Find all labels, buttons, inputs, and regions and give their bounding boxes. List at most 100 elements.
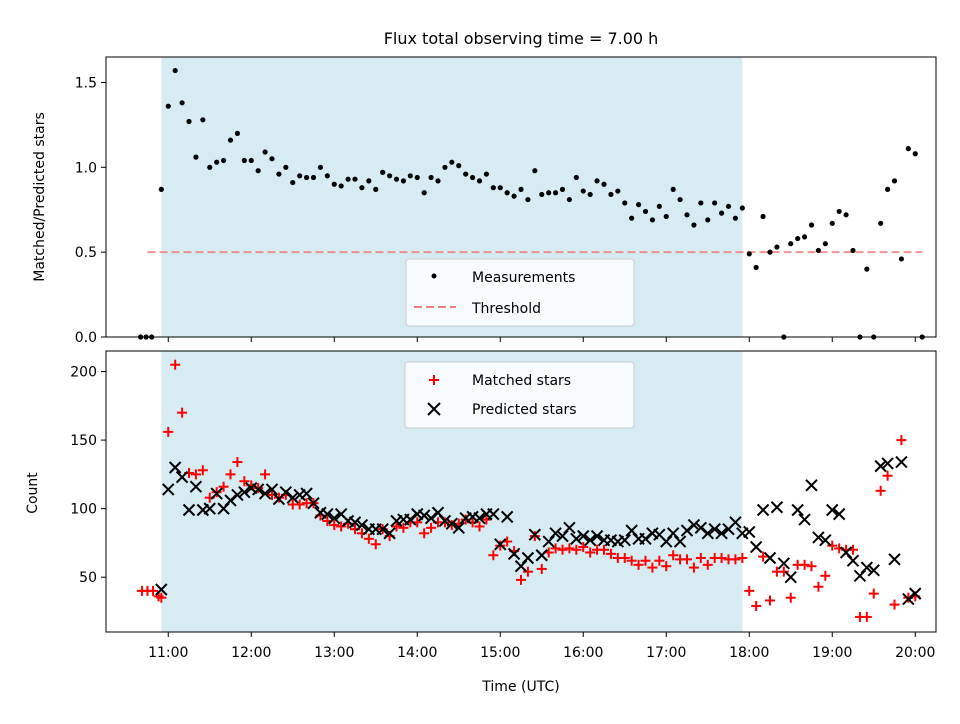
measurement-point (691, 222, 697, 228)
measurement-point (338, 183, 344, 189)
top-y-tick-label: 1.5 (75, 75, 97, 91)
measurement-point (718, 210, 725, 216)
predicted-star-point (438, 514, 452, 528)
predicted-star-point (570, 532, 583, 545)
top-title: Flux total observing time = 7.00 h (384, 29, 659, 48)
predicted-star-point (743, 525, 756, 539)
measurement-point (359, 185, 365, 191)
matched-star-point (633, 559, 644, 570)
measurement-point (712, 200, 718, 206)
predicted-star-point (832, 507, 846, 521)
top-panel: 0.0 0.5 1.0 1.5 Flux total observing time =… (32, 29, 937, 346)
bottom-legend-box (404, 361, 635, 429)
measurement-point (746, 251, 752, 257)
measurement-point (414, 174, 420, 181)
predicted-star-point (715, 527, 728, 540)
bottom-legend: Matched stars Predicted stars (404, 361, 635, 429)
x-tick-label: 12:00 (231, 645, 271, 661)
measurement-point (622, 200, 628, 206)
predicted-star-point (563, 521, 576, 535)
matched-star-point (744, 585, 755, 596)
legend-measurements-label: Measurements (472, 270, 575, 286)
measurement-point (566, 196, 573, 203)
matched-star-point (758, 551, 769, 562)
measurement-point (649, 217, 656, 223)
measurement-point (428, 174, 434, 181)
matched-star-point (702, 559, 713, 570)
predicted-star-point (452, 521, 465, 535)
predicted-star-point (749, 540, 763, 554)
measurement-point (587, 191, 593, 198)
measurement-point (788, 241, 794, 247)
measurement-point (601, 181, 607, 187)
measurement-point (421, 190, 427, 196)
predicted-star-point (224, 494, 237, 507)
measurement-point (469, 174, 476, 181)
predicted-star-point (355, 518, 369, 532)
predicted-star-point (701, 527, 714, 540)
measurement-point (822, 241, 828, 247)
matched-star-point (585, 547, 596, 558)
measurement-point (276, 171, 282, 177)
measurement-point (546, 190, 552, 196)
measurement-point (739, 205, 745, 211)
measurement-point (207, 164, 213, 170)
predicted-star-point (812, 531, 825, 544)
matched-star-point (765, 595, 775, 606)
matched-star-point (626, 555, 637, 566)
measurement-point (373, 186, 379, 192)
measurement-point (884, 186, 891, 192)
measurement-point (504, 190, 510, 196)
predicted-star-point (687, 518, 701, 532)
measurement-point (248, 157, 254, 164)
matched-star-point (730, 554, 741, 565)
matched-star-point (716, 552, 727, 563)
matched-star-point (391, 521, 402, 532)
predicted-star-point (680, 524, 694, 537)
bottom-axes-frame (105, 350, 937, 633)
measurement-point (898, 256, 905, 262)
predicted-star-point (805, 479, 818, 492)
predicted-star-point (909, 587, 922, 600)
measurement-point (483, 171, 490, 177)
matched-star-point (218, 481, 229, 492)
predicted-star-point (279, 485, 293, 499)
measurement-point (767, 249, 773, 255)
predicted-star-point (494, 538, 507, 551)
bottom-plot-marks (136, 359, 922, 622)
x-tick-label: 14:00 (397, 645, 437, 661)
predicted-star-point (763, 551, 777, 565)
matched-star-point (668, 550, 679, 561)
measurement-point (490, 185, 496, 191)
matched-star-point (363, 533, 374, 544)
measurement-point (303, 174, 310, 181)
matched-star-point (640, 555, 651, 566)
measurement-point (186, 118, 192, 125)
matched-star-point (170, 359, 181, 370)
matched-star-point (177, 407, 188, 418)
measurement-point (615, 188, 621, 194)
predicted-star-point (210, 487, 223, 500)
measurement-point (539, 191, 545, 198)
matched-star-point (516, 574, 526, 585)
predicted-star-point (826, 503, 839, 517)
predicted-star-point (487, 507, 500, 521)
top-legend-box (405, 258, 635, 327)
predicted-star-point (729, 516, 742, 529)
measurement-point (497, 185, 503, 191)
measurement-point (241, 157, 247, 164)
measurement-point (193, 154, 199, 160)
bottom-panel: 50 100 150 200 11:00 12:00 13:00 14:00 15:00 16:… (25, 350, 937, 695)
measurement-point (463, 171, 469, 177)
matched-star-point (481, 514, 492, 525)
measurement-point (843, 212, 849, 218)
predicted-star-point (846, 554, 860, 567)
top-plot-marks (137, 67, 925, 340)
measurement-point (760, 213, 766, 220)
predicted-star-point (673, 535, 687, 548)
measurement-point (352, 176, 358, 182)
matched-star-point (737, 552, 748, 563)
matched-star-point (827, 540, 838, 551)
x-tick-label: 13:00 (314, 645, 354, 661)
measurement-point (165, 103, 171, 109)
